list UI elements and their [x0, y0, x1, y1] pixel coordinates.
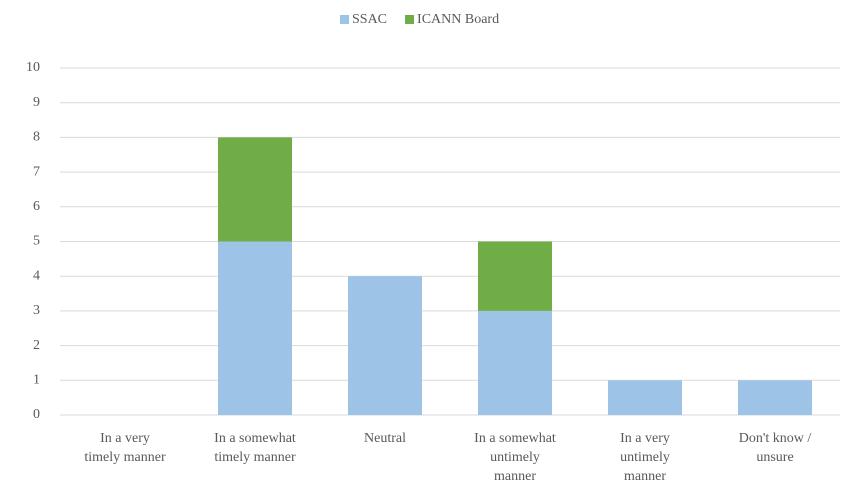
- legend-label: ICANN Board: [417, 12, 499, 27]
- y-tick-label: 6: [33, 199, 40, 214]
- legend-swatch: [405, 15, 415, 24]
- y-tick-label: 10: [26, 60, 40, 75]
- bar-segment: [218, 241, 292, 415]
- y-tick-label: 9: [33, 95, 40, 110]
- x-tick-label: In a very untimely manner: [620, 431, 670, 484]
- x-tick-label: Don't know / unsure: [739, 431, 812, 465]
- y-tick-label: 1: [33, 373, 40, 388]
- x-tick-label: In a somewhat timely manner: [214, 431, 296, 465]
- y-tick-label: 5: [33, 234, 40, 249]
- bar-segment: [478, 241, 552, 311]
- x-tick-label: In a very timely manner: [84, 431, 166, 465]
- y-tick-label: 3: [33, 303, 40, 318]
- x-tick-label: In a somewhat untimely manner: [474, 431, 556, 484]
- bar-segment: [348, 276, 422, 415]
- y-tick-label: 2: [33, 338, 40, 353]
- bar-segment: [608, 380, 682, 415]
- bar-segment: [218, 137, 292, 242]
- x-tick-label: Neutral: [364, 431, 406, 446]
- legend-label: SSAC: [352, 12, 387, 27]
- y-tick-label: 7: [33, 164, 40, 179]
- bar-segment: [478, 310, 552, 415]
- y-tick-label: 0: [33, 407, 40, 422]
- y-tick-label: 8: [33, 130, 40, 145]
- bar-segment: [738, 380, 812, 415]
- legend-swatch: [340, 15, 349, 24]
- y-tick-label: 4: [33, 268, 40, 283]
